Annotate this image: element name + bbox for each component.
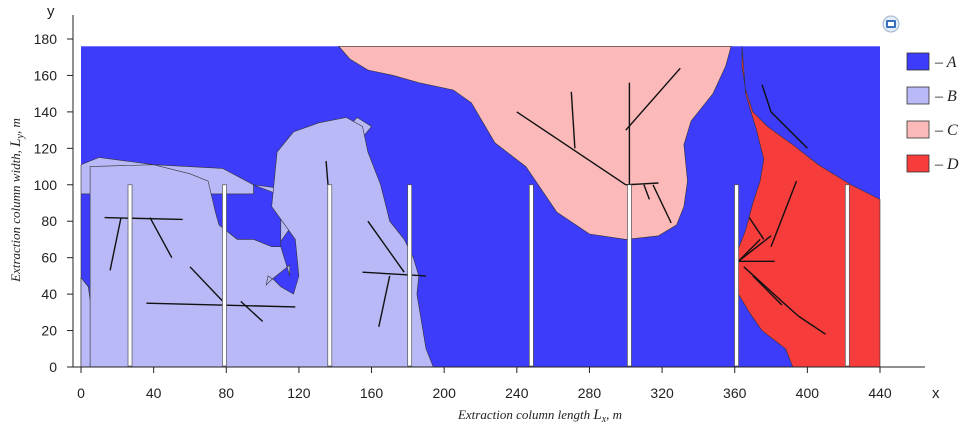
x-tick-label: 200 bbox=[433, 385, 457, 401]
fracture-27 bbox=[752, 275, 783, 306]
y-tick-label: 160 bbox=[34, 67, 58, 83]
legend-label-a: – A bbox=[934, 54, 957, 71]
legend-swatch-c bbox=[906, 120, 930, 139]
fracture-15 bbox=[652, 184, 672, 224]
fracture-8 bbox=[367, 220, 405, 273]
y-tick-label: 180 bbox=[34, 31, 58, 47]
borehole-7 bbox=[844, 184, 850, 367]
borehole-5 bbox=[627, 184, 632, 367]
fracture-2 bbox=[149, 217, 173, 259]
legend-label-b: – B bbox=[934, 88, 957, 105]
fracture-4 bbox=[189, 266, 227, 306]
y-tick-label: 120 bbox=[34, 140, 58, 156]
x-axis-letter: x bbox=[932, 385, 940, 402]
fracture-21 bbox=[770, 180, 798, 247]
fracture-25 bbox=[781, 300, 799, 317]
fracture-10 bbox=[516, 111, 627, 186]
fracture-20 bbox=[748, 217, 765, 240]
borehole-4 bbox=[528, 184, 534, 367]
legend-swatch-b bbox=[906, 86, 930, 105]
x-tick-label: 0 bbox=[77, 385, 85, 401]
y-tick-label: 80 bbox=[41, 213, 57, 229]
y-axis-letter: y bbox=[47, 3, 55, 20]
fracture-13 bbox=[625, 67, 681, 131]
x-tick-label: 160 bbox=[360, 385, 384, 401]
fracture-6 bbox=[325, 161, 329, 185]
borehole-3 bbox=[407, 184, 413, 367]
x-tick-label: 280 bbox=[578, 385, 602, 401]
fracture-0 bbox=[104, 216, 183, 221]
x-tick-label: 80 bbox=[218, 385, 234, 401]
fracture-1 bbox=[109, 217, 122, 271]
fracture-9 bbox=[378, 275, 391, 328]
x-tick-label: 120 bbox=[287, 385, 311, 401]
legend: – A – B – C – D bbox=[906, 52, 959, 173]
fracture-19 bbox=[737, 235, 772, 262]
fracture-24 bbox=[743, 266, 783, 302]
region-c-0 bbox=[338, 45, 732, 240]
x-tick-label: 400 bbox=[796, 385, 820, 401]
legend-label-d: – D bbox=[934, 156, 959, 173]
x-tick-label: 240 bbox=[505, 385, 529, 401]
x-tick-label: 320 bbox=[650, 385, 674, 401]
window-icon[interactable] bbox=[882, 15, 900, 33]
legend-label-c: – C bbox=[934, 122, 958, 139]
legend-swatch-a bbox=[906, 52, 930, 71]
fracture-16 bbox=[643, 184, 651, 200]
borehole-2 bbox=[327, 184, 333, 367]
y-tick-label: 60 bbox=[41, 250, 57, 266]
y-tick-label: 20 bbox=[41, 323, 57, 339]
y-tick-label: 140 bbox=[34, 104, 58, 120]
y-tick-label: 0 bbox=[49, 359, 57, 375]
fracture-23 bbox=[770, 111, 808, 149]
plot-area bbox=[80, 45, 881, 368]
region-d-0 bbox=[734, 46, 881, 368]
fracture-3 bbox=[146, 302, 296, 308]
borehole-6 bbox=[734, 184, 739, 367]
x-axis-title: Extraction column length Lx, m bbox=[457, 407, 622, 425]
y-axis-title: Extraction column width, Ly, m bbox=[8, 118, 26, 283]
x-tick-label: 360 bbox=[723, 385, 747, 401]
x-tick-label: 40 bbox=[146, 385, 162, 401]
fracture-7 bbox=[362, 271, 427, 277]
fracture-22 bbox=[761, 84, 772, 113]
x-tick-label: 440 bbox=[868, 385, 892, 401]
y-tick-label: 100 bbox=[34, 177, 58, 193]
axes: 0 40 80 120 160 200 240 280 320 360 400 440 0 20 40 60 8… bbox=[34, 15, 925, 401]
borehole-1 bbox=[222, 184, 227, 367]
fracture-26 bbox=[797, 315, 826, 335]
fracture-5 bbox=[240, 300, 264, 322]
legend-swatch-d bbox=[906, 154, 930, 173]
borehole-0 bbox=[127, 184, 133, 367]
y-tick-label: 40 bbox=[41, 286, 57, 302]
fracture-11 bbox=[570, 91, 576, 149]
